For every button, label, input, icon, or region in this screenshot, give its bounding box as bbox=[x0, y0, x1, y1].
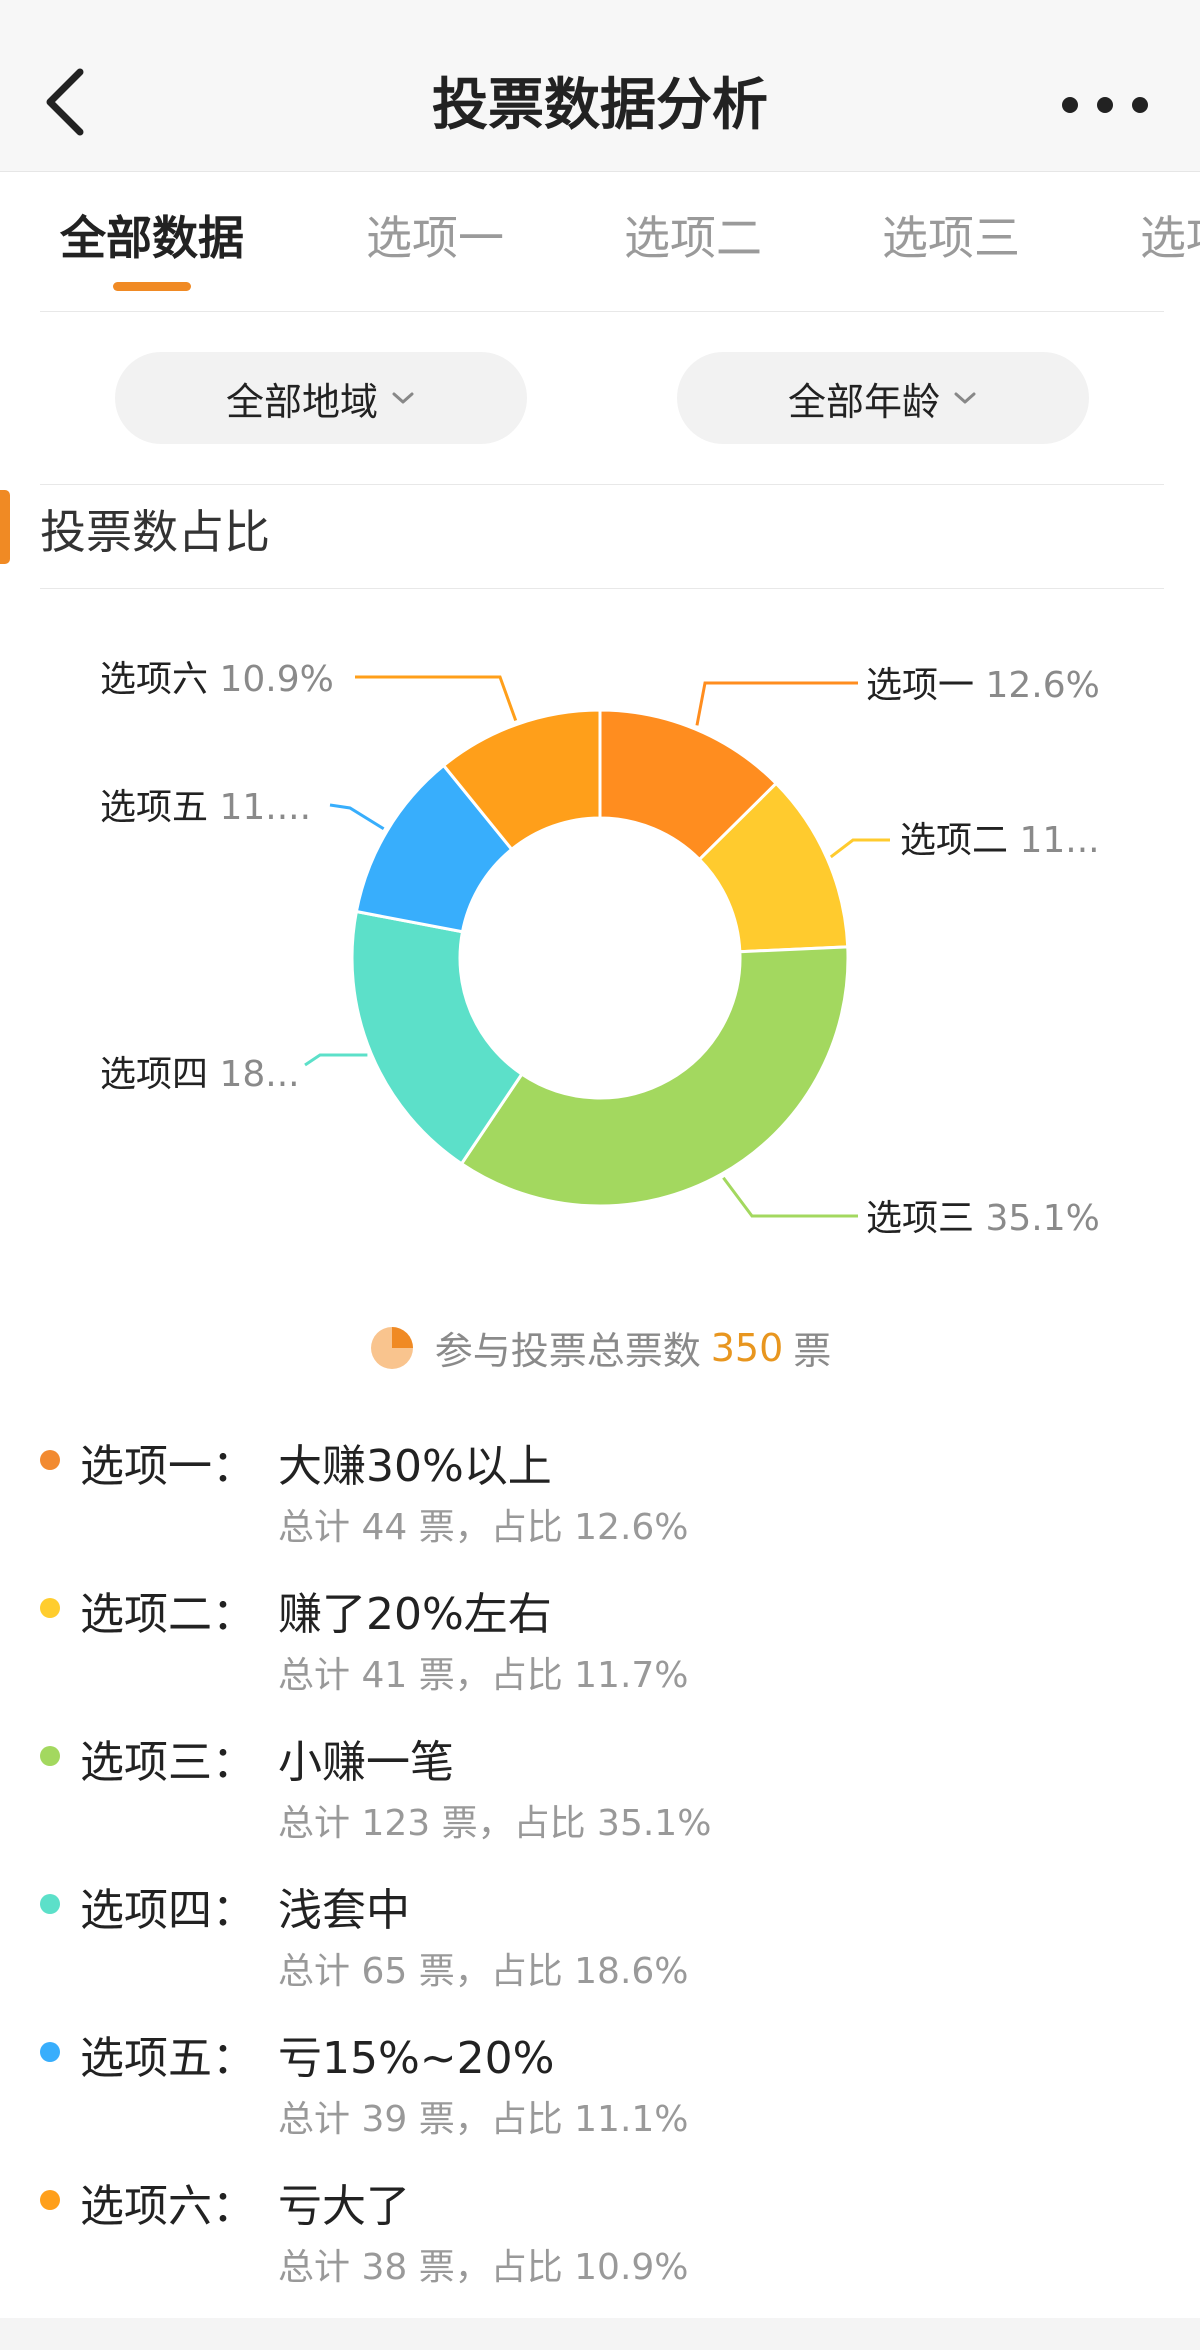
header-bar: 投票数据分析 bbox=[0, 0, 1200, 172]
back-arrow-icon[interactable] bbox=[38, 62, 98, 142]
slice-leader-line-1 bbox=[695, 681, 858, 726]
region-filter-label: 全部地域 bbox=[225, 379, 378, 424]
slice-leader-line-3 bbox=[722, 1176, 858, 1218]
slice-label-3: 选项三 35.1% bbox=[866, 1198, 1100, 1239]
option-description: 小赚一笔 bbox=[278, 1737, 454, 1788]
total-votes-prefix: 参与投票总票数 bbox=[434, 1329, 701, 1373]
donut-slice-3 bbox=[459, 945, 850, 1208]
option-description: 大赚30%以上 bbox=[278, 1441, 552, 1492]
tab-option-2[interactable]: 选项二 bbox=[624, 211, 762, 265]
option-list-item: 选项四： 浅套中 总计 65 票，占比 18.6% bbox=[0, 1864, 1200, 2004]
option-label: 选项三： bbox=[80, 1737, 256, 1788]
option-color-dot bbox=[40, 1450, 60, 1470]
slice-leader-line-6 bbox=[355, 675, 518, 722]
option-vote-summary: 总计 65 票，占比 18.6% bbox=[278, 1951, 689, 1992]
option-vote-summary: 总计 123 票，占比 35.1% bbox=[278, 1803, 712, 1844]
slice-label-4: 选项四 18... bbox=[100, 1054, 300, 1095]
option-color-dot bbox=[40, 1746, 60, 1766]
option-description: 亏大了 bbox=[278, 2181, 410, 2232]
donut-slice-4 bbox=[350, 909, 524, 1166]
region-filter-dropdown[interactable]: 全部地域 bbox=[115, 352, 527, 444]
page-title: 投票数据分析 bbox=[432, 73, 768, 138]
donut-slice-6 bbox=[441, 708, 602, 852]
slice-leader-line-5 bbox=[329, 803, 385, 831]
age-filter-label: 全部年龄 bbox=[787, 379, 940, 424]
option-list-item: 选项三： 小赚一笔 总计 123 票，占比 35.1% bbox=[0, 1716, 1200, 1856]
slice-leader-line-2 bbox=[829, 838, 890, 859]
option-list-item: 选项一： 大赚30%以上 总计 44 票，占比 12.6% bbox=[0, 1420, 1200, 1560]
option-list-item: 选项五： 亏15%~20% 总计 39 票，占比 11.1% bbox=[0, 2012, 1200, 2152]
option-color-dot bbox=[40, 1894, 60, 1914]
tabs-divider bbox=[40, 311, 1164, 312]
tab-option-3[interactable]: 选项三 bbox=[882, 211, 1020, 265]
pie-chart-icon bbox=[370, 1326, 413, 1369]
age-filter-dropdown[interactable]: 全部年龄 bbox=[677, 352, 1089, 444]
tab-bar: 全部数据 选项一 选项二 选项三 选项四 bbox=[0, 172, 1200, 312]
option-label: 选项六： bbox=[80, 2181, 256, 2232]
option-description: 浅套中 bbox=[278, 1885, 410, 1936]
slice-label-5: 选项五 11.... bbox=[100, 787, 311, 828]
option-description: 亏15%~20% bbox=[278, 2033, 555, 2084]
option-label: 选项四： bbox=[80, 1885, 256, 1936]
slice-leader-line-4 bbox=[304, 1053, 368, 1067]
filters-divider bbox=[40, 484, 1164, 485]
option-label: 选项五： bbox=[80, 2033, 256, 2084]
option-label: 选项二： bbox=[80, 1589, 256, 1640]
slice-label-6: 选项六 10.9% bbox=[100, 659, 334, 700]
chevron-down-icon bbox=[954, 392, 976, 404]
section-divider bbox=[40, 588, 1164, 589]
option-list-item: 选项六： 亏大了 总计 38 票，占比 10.9% bbox=[0, 2160, 1200, 2300]
option-vote-summary: 总计 38 票，占比 10.9% bbox=[278, 2247, 689, 2288]
vote-share-donut-chart: 选项一 12.6% 选项二 11... 选项三 35.1% 选项四 18... 选项五 … bbox=[100, 659, 1100, 1239]
option-color-dot bbox=[40, 1598, 60, 1618]
total-votes-line: 参与投票总票数 350 票 bbox=[0, 1320, 1200, 1375]
option-label: 选项一： bbox=[80, 1441, 256, 1492]
option-vote-summary: 总计 41 票，占比 11.7% bbox=[278, 1655, 689, 1696]
section-accent-bar bbox=[0, 490, 10, 564]
total-votes-unit: 票 bbox=[793, 1329, 832, 1373]
total-votes-count: 350 bbox=[710, 1325, 784, 1370]
slice-label-2: 选项二 11... bbox=[900, 820, 1100, 861]
section-title: 投票数占比 bbox=[40, 505, 270, 559]
option-vote-summary: 总计 44 票，占比 12.6% bbox=[278, 1507, 689, 1548]
bottom-strip bbox=[0, 2318, 1200, 2350]
active-tab-indicator bbox=[113, 282, 191, 291]
option-color-dot bbox=[40, 2190, 60, 2210]
option-color-dot bbox=[40, 2042, 60, 2062]
chevron-down-icon bbox=[392, 392, 414, 404]
option-description: 赚了20%左右 bbox=[278, 1589, 552, 1640]
slice-label-1: 选项一 12.6% bbox=[866, 665, 1100, 706]
tab-option-4[interactable]: 选项四 bbox=[1140, 211, 1200, 265]
option-vote-summary: 总计 39 票，占比 11.1% bbox=[278, 2099, 689, 2140]
tab-option-1[interactable]: 选项一 bbox=[366, 211, 504, 265]
more-options-icon[interactable] bbox=[1050, 80, 1160, 130]
option-list-item: 选项二： 赚了20%左右 总计 41 票，占比 11.7% bbox=[0, 1568, 1200, 1708]
tab-all-data[interactable]: 全部数据 bbox=[60, 211, 244, 265]
